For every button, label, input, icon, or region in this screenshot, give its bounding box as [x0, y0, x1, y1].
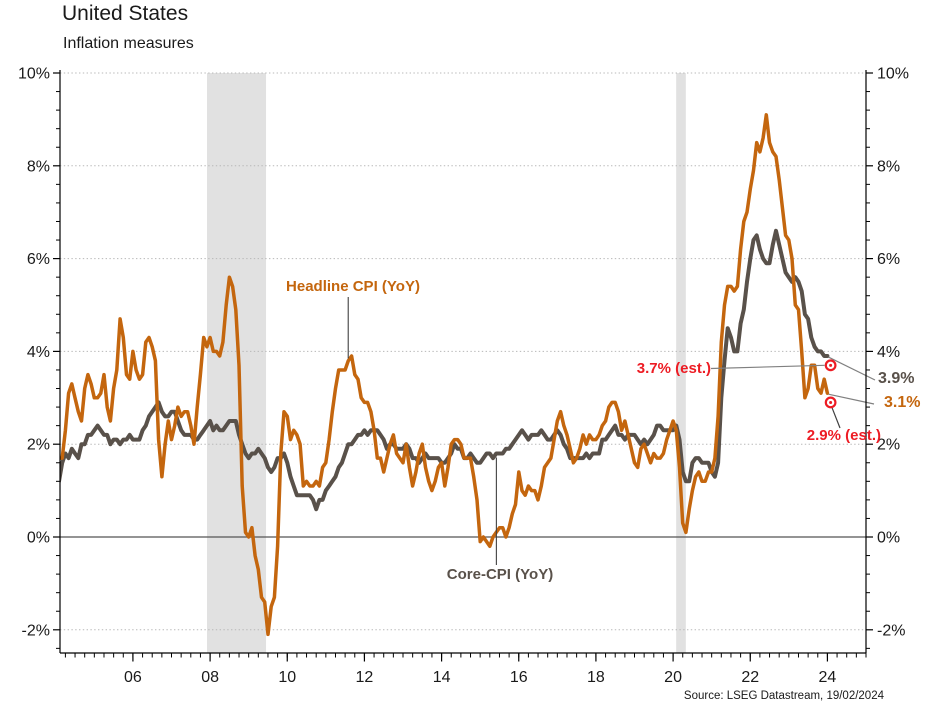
- y-axis-label-left: 6%: [27, 251, 50, 268]
- core-cpi-series-label: Core-CPI (YoY): [443, 566, 557, 583]
- chart-title: United States: [62, 2, 189, 25]
- core-estimate-label: 3.7% (est.): [636, 360, 711, 377]
- x-axis-label: 20: [664, 669, 682, 686]
- core-end-value-label: 3.9%: [878, 370, 915, 387]
- headline-cpi-line: [60, 113, 830, 637]
- y-axis-label-right: 0%: [877, 530, 900, 547]
- y-axis-label-left: 2%: [27, 437, 50, 454]
- x-axis-label: 24: [819, 669, 837, 686]
- y-axis-label-right: -2%: [877, 622, 905, 639]
- core-estimate-leader: [710, 364, 825, 370]
- estimate-marker-dot: [829, 363, 833, 367]
- headline-end-value-label: 3.1%: [884, 394, 921, 411]
- y-axis-label-right: 4%: [877, 344, 900, 361]
- y-axis-label-right: 2%: [877, 437, 900, 454]
- headline-cpi-series-label: Headline CPI (YoY): [283, 278, 423, 295]
- source-note: Source: LSEG Datastream, 19/02/2024: [683, 690, 884, 702]
- recession-band: [676, 73, 686, 653]
- y-axis-label-left: 10%: [18, 66, 50, 83]
- headline-estimate-label: 2.9% (est.): [806, 427, 881, 444]
- y-axis-label-right: 8%: [877, 158, 900, 175]
- y-axis-label-left: 4%: [27, 344, 50, 361]
- x-axis-label: 06: [124, 669, 142, 686]
- y-axis-label-left: -2%: [22, 622, 50, 639]
- y-axis-label-left: 0%: [27, 530, 50, 547]
- y-axis-label-right: 10%: [877, 66, 909, 83]
- estimate-marker-dot: [829, 400, 833, 404]
- y-axis-label-right: 6%: [877, 251, 900, 268]
- x-axis-label: 10: [278, 669, 296, 686]
- x-axis-label: 22: [741, 669, 759, 686]
- x-axis-label: 12: [356, 669, 374, 686]
- core-end-leader: [828, 356, 876, 381]
- x-axis-label: 16: [510, 669, 528, 686]
- x-axis-label: 14: [433, 669, 451, 686]
- chart-subtitle: Inflation measures: [63, 35, 194, 52]
- x-axis-label: 18: [587, 669, 605, 686]
- y-axis-label-left: 8%: [27, 158, 50, 175]
- headline-estimate-leader: [831, 407, 841, 429]
- x-axis-label: 08: [201, 669, 219, 686]
